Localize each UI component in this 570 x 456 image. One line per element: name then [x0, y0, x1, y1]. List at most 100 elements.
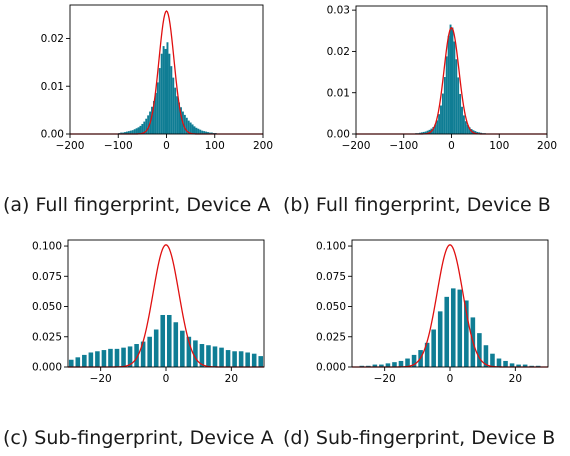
y-tick-label: 0.075 — [316, 271, 346, 283]
y-tick-label: 0.01 — [41, 81, 64, 93]
histogram-bar — [379, 364, 384, 367]
histogram-bar — [153, 329, 159, 367]
y-tick-label: 0.00 — [41, 129, 64, 141]
histogram-bar — [478, 132, 481, 134]
y-tick-label: 0.100 — [32, 241, 62, 253]
histogram-bars — [359, 288, 541, 367]
x-tick-label: 0 — [163, 373, 170, 385]
histogram-bar — [464, 300, 469, 367]
histogram-bar — [164, 48, 167, 134]
histogram-bar — [187, 120, 190, 134]
histogram-bar — [206, 345, 211, 367]
histogram-bar — [443, 77, 446, 134]
chart-a: −200 −100 0 100 200 0.00 0.01 0.02 — [41, 4, 273, 152]
plot-frame — [351, 239, 549, 368]
x-tick-label: 100 — [489, 140, 509, 152]
histogram-bar — [145, 118, 148, 134]
histogram-bar — [186, 336, 192, 367]
histogram-bar — [95, 351, 100, 367]
histogram-bar — [468, 127, 471, 134]
histogram-bars — [118, 42, 219, 135]
histogram-bar — [174, 87, 177, 134]
histogram-bar — [459, 93, 462, 134]
caption-a: (a) Full fingerprint, Device A — [3, 194, 271, 216]
histogram-bar — [447, 35, 450, 135]
histogram-bar — [185, 117, 188, 134]
histogram-bar — [139, 125, 142, 134]
histogram-bar — [173, 322, 179, 367]
histogram-bar — [134, 344, 139, 367]
x-tick-label: 200 — [253, 140, 273, 152]
histogram-bar — [172, 77, 175, 134]
x-tick-label: −20 — [374, 373, 396, 385]
histogram-bar — [445, 56, 448, 135]
histogram-bar — [193, 340, 198, 367]
histogram-bar — [151, 106, 153, 134]
histogram-bar — [160, 53, 163, 135]
histogram-bar — [147, 336, 152, 367]
histogram-bar — [424, 131, 427, 134]
histogram-bar — [420, 132, 423, 134]
plot-frame — [67, 239, 265, 368]
histogram-bar — [178, 102, 181, 134]
x-tick-label: −200 — [342, 140, 371, 152]
histogram-bar — [455, 59, 458, 135]
histogram-bar — [203, 131, 206, 134]
x-tick-label: −100 — [104, 140, 133, 152]
density-curve — [352, 244, 548, 368]
caption-d: (d) Sub-fingerprint, Device B — [283, 427, 556, 449]
histogram-bar — [444, 296, 450, 367]
histogram-bar — [426, 130, 429, 134]
histogram-bar — [232, 351, 237, 367]
histogram-bar — [411, 354, 417, 367]
histogram-bar — [436, 120, 439, 134]
histogram-bar — [450, 288, 456, 367]
histogram-bar — [437, 311, 443, 367]
histogram-bar — [434, 124, 437, 134]
histogram-bar — [180, 330, 185, 367]
y-tick-label: 0.00 — [327, 129, 350, 141]
histogram-bar — [496, 358, 502, 367]
histogram-bar — [129, 130, 132, 134]
histogram-bar — [457, 289, 463, 367]
histogram-bar — [180, 107, 182, 134]
histogram-bar — [183, 114, 186, 134]
histogram-bar — [195, 127, 198, 134]
histogram-bar — [124, 132, 126, 134]
histogram-bar — [127, 131, 130, 134]
histogram-bar — [208, 132, 211, 134]
histogram-bar — [199, 129, 202, 134]
histogram-bar — [120, 132, 123, 134]
histogram-bar — [68, 359, 74, 367]
histogram-bar — [156, 82, 159, 134]
histogram-bar — [160, 314, 166, 367]
histogram-bar — [127, 346, 133, 367]
histogram-bar — [131, 130, 134, 134]
histogram-bar — [503, 360, 508, 367]
caption-c: (c) Sub-fingerprint, Device A — [3, 427, 274, 449]
histogram-bar — [451, 27, 454, 134]
histogram-bar — [372, 364, 378, 367]
histogram-bar — [210, 132, 213, 134]
x-tick-label: −200 — [56, 140, 85, 152]
histogram-bar — [509, 363, 515, 367]
x-tick-label: 0 — [448, 140, 455, 152]
histogram-bar — [490, 353, 495, 367]
histogram-bar — [398, 360, 404, 367]
histogram-bar — [466, 124, 469, 134]
histogram-bar — [464, 121, 467, 134]
chart-d: −20 0 20 0.000 0.025 0.050 0.075 0.100 — [316, 239, 549, 385]
histogram-bar — [441, 93, 444, 134]
histogram-bar — [166, 42, 169, 134]
histogram-bar — [88, 352, 94, 367]
histogram-bar — [152, 101, 155, 134]
histogram-bar — [483, 345, 489, 367]
histogram-bar — [219, 347, 224, 367]
y-tick-label: 0.000 — [32, 362, 62, 374]
histogram-bar — [461, 106, 463, 134]
histogram-bar — [162, 46, 165, 135]
y-tick-label: 0.075 — [32, 271, 62, 283]
y-tick-label: 0.100 — [316, 241, 346, 253]
histogram-bar — [477, 333, 482, 367]
